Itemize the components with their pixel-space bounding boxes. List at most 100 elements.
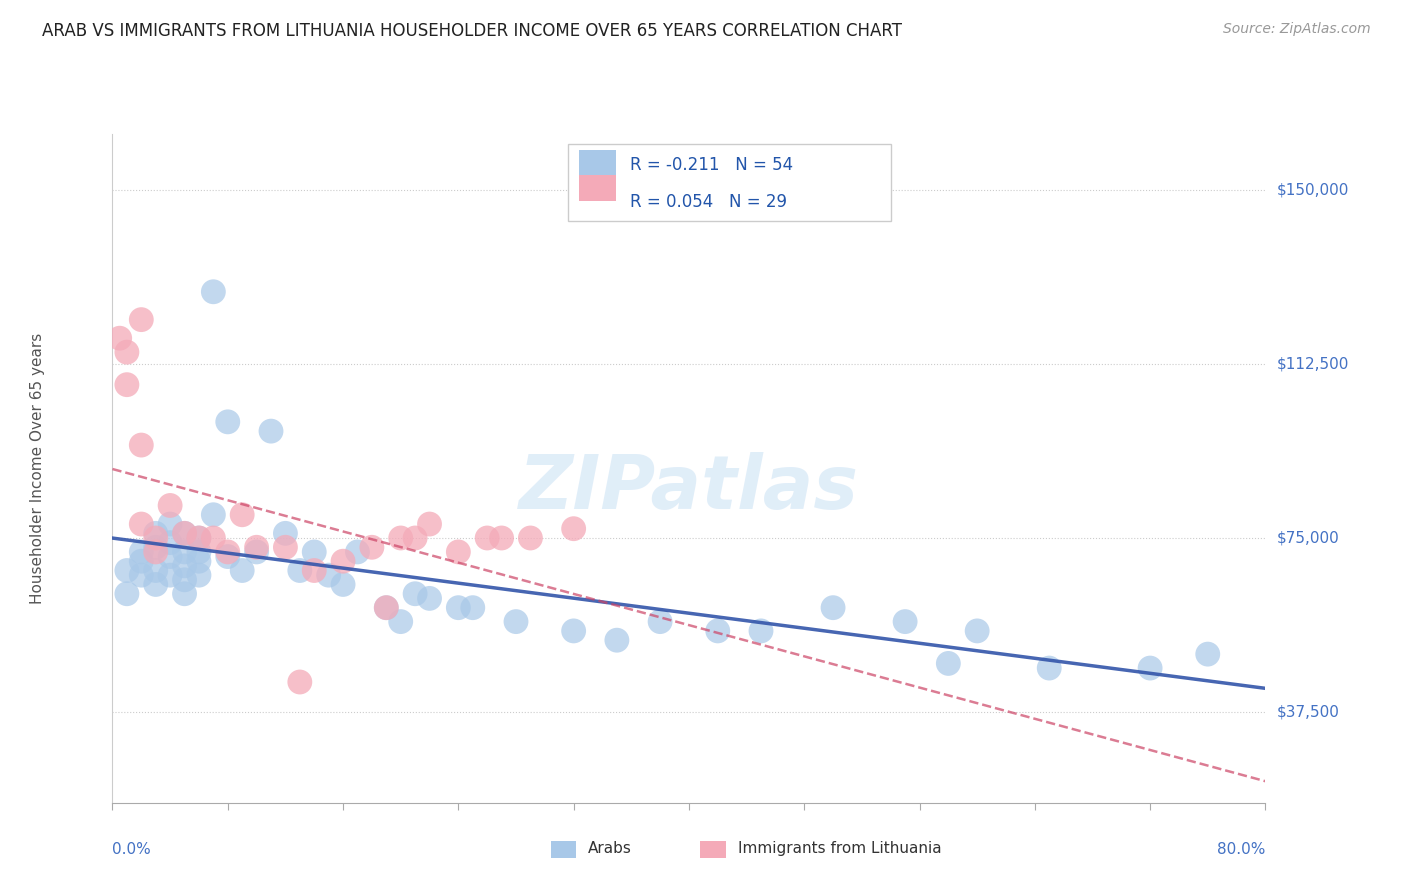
Point: [159, 517, 181, 532]
Text: R = 0.054   N = 29: R = 0.054 N = 29: [630, 193, 787, 211]
Point: [1139, 661, 1161, 675]
Point: [188, 554, 211, 568]
Point: [145, 564, 167, 578]
Bar: [579, 150, 616, 181]
Point: [159, 499, 181, 513]
FancyBboxPatch shape: [568, 144, 891, 221]
Point: [129, 554, 153, 568]
Text: $37,500: $37,500: [1277, 705, 1340, 720]
Point: [260, 424, 283, 438]
Point: [749, 624, 772, 638]
Point: [447, 600, 470, 615]
Point: [159, 549, 181, 564]
Point: [404, 587, 426, 601]
Point: [159, 568, 181, 582]
Point: [173, 526, 195, 541]
Point: [505, 615, 527, 629]
Point: [1197, 647, 1219, 661]
Point: [562, 522, 585, 536]
Point: [288, 675, 311, 690]
Point: [332, 554, 354, 568]
Point: [288, 564, 311, 578]
Point: [217, 549, 239, 564]
Point: [245, 545, 267, 559]
Point: [389, 531, 412, 545]
Point: [419, 591, 441, 606]
Text: $75,000: $75,000: [1277, 531, 1340, 546]
Point: [202, 531, 225, 545]
Point: [375, 600, 398, 615]
Point: [491, 531, 513, 545]
Point: [304, 564, 326, 578]
Point: [129, 312, 153, 326]
Point: [274, 541, 297, 555]
Bar: [579, 175, 616, 201]
Text: $112,500: $112,500: [1277, 356, 1348, 371]
Point: [145, 545, 167, 559]
Bar: [700, 841, 727, 858]
Point: [115, 377, 138, 392]
Point: [129, 517, 153, 532]
Point: [304, 545, 326, 559]
Point: [231, 508, 253, 522]
Point: [202, 285, 225, 299]
Text: Arabs: Arabs: [588, 841, 631, 856]
Text: 0.0%: 0.0%: [112, 842, 152, 856]
Point: [461, 600, 484, 615]
Point: [188, 568, 211, 582]
Point: [173, 545, 195, 559]
Point: [648, 615, 672, 629]
Point: [129, 545, 153, 559]
Point: [1038, 661, 1060, 675]
Text: Immigrants from Lithuania: Immigrants from Lithuania: [738, 841, 942, 856]
Point: [475, 531, 498, 545]
Point: [231, 564, 253, 578]
Text: Source: ZipAtlas.com: Source: ZipAtlas.com: [1223, 22, 1371, 37]
Text: ZIPatlas: ZIPatlas: [519, 452, 859, 524]
Point: [202, 508, 225, 522]
Point: [129, 438, 153, 452]
Point: [245, 541, 267, 555]
Point: [188, 531, 211, 545]
Point: [145, 541, 167, 555]
Point: [188, 545, 211, 559]
Point: [318, 568, 340, 582]
Text: ARAB VS IMMIGRANTS FROM LITHUANIA HOUSEHOLDER INCOME OVER 65 YEARS CORRELATION C: ARAB VS IMMIGRANTS FROM LITHUANIA HOUSEH…: [42, 22, 903, 40]
Point: [217, 545, 239, 559]
Point: [159, 535, 181, 549]
Point: [706, 624, 728, 638]
Point: [173, 526, 195, 541]
Point: [115, 587, 138, 601]
Point: [332, 577, 354, 591]
Text: R = -0.211   N = 54: R = -0.211 N = 54: [630, 155, 793, 174]
Point: [145, 526, 167, 541]
Point: [375, 600, 398, 615]
Text: $150,000: $150,000: [1277, 182, 1348, 197]
Point: [821, 600, 844, 615]
Point: [274, 526, 297, 541]
Point: [173, 558, 195, 573]
Point: [173, 587, 195, 601]
Point: [115, 564, 138, 578]
Point: [145, 577, 167, 591]
Point: [129, 568, 153, 582]
Point: [173, 573, 195, 587]
Point: [606, 633, 628, 648]
Point: [419, 517, 441, 532]
Point: [108, 331, 131, 345]
Point: [389, 615, 412, 629]
Point: [115, 345, 138, 359]
Point: [936, 657, 959, 671]
Point: [188, 531, 211, 545]
Text: 80.0%: 80.0%: [1218, 842, 1265, 856]
Point: [346, 545, 368, 559]
Point: [447, 545, 470, 559]
Point: [145, 531, 167, 545]
Point: [966, 624, 988, 638]
Point: [217, 415, 239, 429]
Point: [894, 615, 917, 629]
Point: [360, 541, 382, 555]
Point: [404, 531, 426, 545]
Bar: [551, 841, 576, 858]
Text: Householder Income Over 65 years: Householder Income Over 65 years: [30, 333, 45, 604]
